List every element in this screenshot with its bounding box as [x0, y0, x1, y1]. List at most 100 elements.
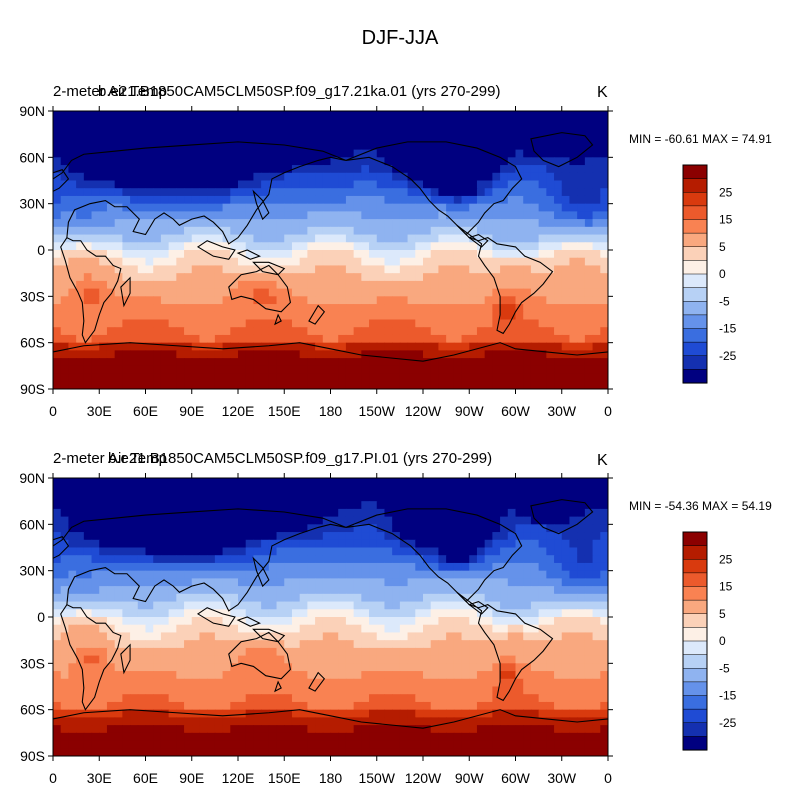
field-cell — [546, 141, 555, 151]
field-cell — [523, 250, 532, 259]
field-cell — [338, 655, 347, 664]
field-cell — [199, 141, 208, 151]
field-cell — [353, 311, 362, 321]
field-cell — [438, 157, 447, 166]
field-cell — [600, 149, 608, 158]
field-cell — [376, 273, 386, 282]
field-cell — [569, 508, 578, 518]
field-cell — [600, 211, 608, 220]
field-cell — [322, 717, 332, 726]
field-cell — [330, 678, 339, 688]
field-cell — [376, 242, 386, 251]
field-cell — [584, 327, 594, 336]
field-cell — [276, 655, 285, 664]
field-cell — [238, 250, 247, 259]
field-cell — [199, 304, 208, 313]
field-cell — [68, 180, 77, 189]
field-cell — [268, 365, 278, 375]
field-cell — [284, 111, 293, 120]
field-cell — [577, 288, 586, 297]
field-cell — [507, 570, 517, 579]
field-cell — [53, 334, 62, 344]
field-cell — [176, 358, 185, 367]
field-cell — [191, 265, 201, 274]
field-cell — [361, 578, 370, 587]
field-cell — [561, 172, 571, 182]
field-cell — [191, 319, 201, 328]
field-cell — [338, 381, 347, 389]
field-cell — [137, 655, 147, 664]
field-cell — [176, 671, 185, 680]
field-cell — [299, 118, 308, 128]
field-cell — [569, 609, 578, 618]
field-cell — [469, 203, 478, 212]
field-cell — [191, 632, 201, 641]
field-cell — [137, 717, 147, 726]
field-cell — [114, 180, 123, 189]
field-cell — [291, 165, 301, 174]
field-cell — [130, 640, 139, 649]
field-cell — [153, 149, 162, 158]
field-cell — [83, 296, 93, 305]
field-cell — [584, 195, 594, 205]
field-cell — [584, 586, 594, 595]
field-cell — [60, 273, 70, 282]
field-cell — [299, 157, 308, 166]
field-cell — [299, 717, 308, 726]
field-cell — [430, 365, 440, 375]
field-cell — [191, 280, 201, 290]
field-cell — [145, 701, 154, 711]
field-cell — [584, 593, 594, 603]
field-cell — [530, 381, 540, 389]
field-cell — [492, 334, 501, 344]
field-cell — [207, 288, 216, 297]
field-cell — [430, 211, 440, 220]
field-cell — [268, 219, 278, 228]
field-cell — [538, 226, 547, 236]
field-cell — [430, 485, 440, 495]
field-cell — [114, 211, 123, 220]
field-cell — [68, 617, 77, 626]
field-cell — [60, 601, 70, 610]
field-cell — [60, 226, 70, 236]
field-cell — [369, 327, 378, 336]
field-cell — [523, 172, 532, 182]
field-cell — [299, 250, 308, 259]
field-cell — [199, 250, 208, 259]
field-cell — [561, 632, 571, 641]
field-cell — [238, 478, 247, 487]
field-cell — [345, 547, 355, 556]
field-cell — [122, 671, 131, 680]
field-cell — [484, 709, 493, 718]
field-cell — [199, 118, 208, 128]
field-cell — [530, 319, 540, 328]
field-cell — [99, 586, 108, 595]
field-cell — [492, 694, 501, 703]
field-cell — [222, 508, 231, 518]
field-cell — [361, 265, 370, 274]
field-cell — [476, 663, 486, 672]
field-cell — [222, 555, 231, 564]
field-cell — [484, 617, 493, 626]
field-cell — [476, 250, 486, 259]
field-cell — [584, 601, 594, 610]
field-cell — [191, 601, 201, 610]
field-cell — [276, 632, 285, 641]
field-cell — [322, 188, 332, 197]
field-cell — [53, 141, 62, 151]
field-cell — [160, 601, 170, 610]
field-cell — [276, 265, 285, 274]
field-cell — [584, 717, 594, 726]
field-cell — [145, 485, 154, 495]
field-cell — [369, 172, 378, 182]
field-cell — [106, 547, 116, 556]
field-cell — [469, 671, 478, 680]
field-cell — [122, 242, 131, 251]
field-cell — [584, 296, 594, 305]
field-cell — [423, 288, 432, 297]
field-cell — [507, 663, 517, 672]
field-cell — [53, 358, 62, 367]
field-cell — [83, 280, 93, 290]
field-cell — [199, 296, 208, 305]
field-cell — [530, 609, 540, 618]
